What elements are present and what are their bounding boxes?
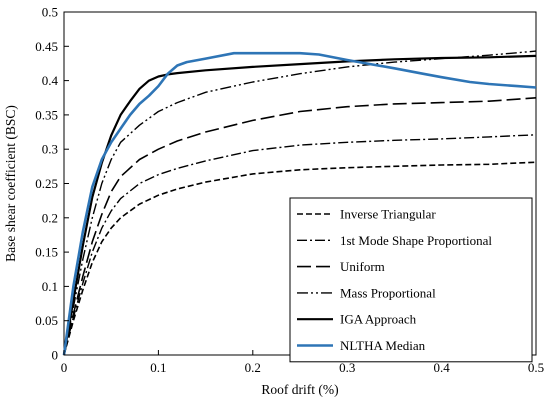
legend-label: NLTHA Median xyxy=(340,338,426,353)
legend-label: Inverse Triangular xyxy=(340,207,436,222)
x-tick-label: 0.3 xyxy=(339,360,355,375)
y-tick-label: 0.5 xyxy=(42,5,58,20)
x-axis-title: Roof drift (%) xyxy=(261,382,338,397)
legend-label: Mass Proportional xyxy=(340,285,436,300)
y-tick-label: 0.05 xyxy=(35,313,58,328)
series-line-3 xyxy=(63,97,537,356)
y-tick-label: 0.4 xyxy=(42,73,59,88)
y-tick-label: 0.15 xyxy=(35,245,58,260)
y-tick-label: 0.35 xyxy=(35,107,58,122)
y-tick-label: 0.3 xyxy=(42,142,58,157)
series-line-6 xyxy=(62,51,537,356)
series-group xyxy=(62,50,537,356)
y-tick-label: 0.45 xyxy=(35,39,58,54)
y-tick-label: 0.2 xyxy=(42,210,58,225)
legend-box xyxy=(289,197,533,363)
series-line-2 xyxy=(63,134,537,356)
series-line-5 xyxy=(62,54,537,356)
y-tick-label: 0.1 xyxy=(42,279,58,294)
axes: 0 0.1 0.2 0.3 0.4 0.5 0 0.05 0.1 0.15 0.2 0.25 0.3 0.… xyxy=(35,5,544,376)
series-line-1 xyxy=(63,161,537,356)
y-tick-label: 0 xyxy=(52,348,59,363)
x-tick-label: 0 xyxy=(61,360,68,375)
legend-label: 1st Mode Shape Proportional xyxy=(340,233,492,248)
x-tick-label: 0.1 xyxy=(150,360,166,375)
legend-label: Uniform xyxy=(340,259,385,274)
x-tick-label: 0.2 xyxy=(245,360,261,375)
y-tick-label: 0.25 xyxy=(35,176,58,191)
y-axis-title: Base shear coefficient (BSC) xyxy=(3,105,18,262)
x-tick-label: 0.4 xyxy=(433,360,450,375)
legend-label: IGA Approach xyxy=(340,312,417,327)
x-tick-label: 0.5 xyxy=(528,360,544,375)
legend: Inverse Triangular 1st Mode Shape Proport… xyxy=(289,197,533,363)
